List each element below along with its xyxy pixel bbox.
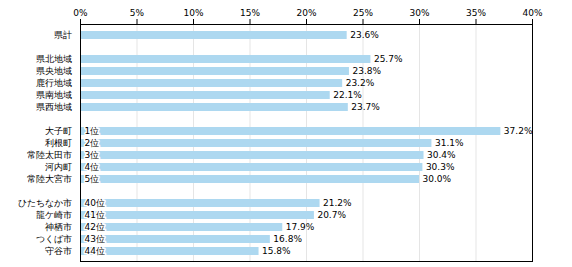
svg-text:鹿行地域: 鹿行地域 xyxy=(36,78,72,88)
svg-text:23.2%: 23.2% xyxy=(346,78,375,88)
svg-text:23.6%: 23.6% xyxy=(350,30,379,40)
svg-text:河内町: 河内町 xyxy=(45,162,72,172)
svg-text:22.1%: 22.1% xyxy=(333,90,362,100)
svg-text:43位: 43位 xyxy=(85,234,105,244)
svg-text:3位: 3位 xyxy=(85,150,100,160)
svg-text:37.2%: 37.2% xyxy=(504,126,533,136)
svg-text:21.2%: 21.2% xyxy=(323,198,352,208)
svg-text:15%: 15% xyxy=(240,8,260,18)
svg-text:4位: 4位 xyxy=(85,162,100,172)
svg-text:30.0%: 30.0% xyxy=(423,174,452,184)
svg-text:25%: 25% xyxy=(353,8,373,18)
svg-text:31.1%: 31.1% xyxy=(435,138,464,148)
svg-text:県西地域: 県西地域 xyxy=(36,102,72,112)
svg-text:1位: 1位 xyxy=(85,126,100,136)
svg-text:10%: 10% xyxy=(183,8,203,18)
svg-text:5%: 5% xyxy=(130,8,145,18)
svg-text:神栖市: 神栖市 xyxy=(45,222,72,232)
svg-text:25.7%: 25.7% xyxy=(374,54,403,64)
svg-text:県北地域: 県北地域 xyxy=(36,54,72,64)
svg-text:2位: 2位 xyxy=(85,138,100,148)
svg-text:30.4%: 30.4% xyxy=(427,150,456,160)
svg-text:23.7%: 23.7% xyxy=(351,102,380,112)
svg-text:龍ケ崎市: 龍ケ崎市 xyxy=(36,210,72,220)
svg-text:15.8%: 15.8% xyxy=(262,246,291,256)
svg-text:つくば市: つくば市 xyxy=(36,234,72,244)
svg-text:44位: 44位 xyxy=(85,246,105,256)
svg-text:17.9%: 17.9% xyxy=(286,222,315,232)
svg-text:常陸太田市: 常陸太田市 xyxy=(27,150,72,160)
svg-text:20%: 20% xyxy=(296,8,316,18)
svg-text:35%: 35% xyxy=(466,8,486,18)
svg-text:ひたちなか市: ひたちなか市 xyxy=(18,198,72,208)
svg-text:40位: 40位 xyxy=(85,198,105,208)
svg-text:23.8%: 23.8% xyxy=(352,66,381,76)
svg-text:20.7%: 20.7% xyxy=(317,210,346,220)
svg-text:41位: 41位 xyxy=(85,210,105,220)
svg-text:県南地域: 県南地域 xyxy=(36,90,72,100)
svg-text:0%: 0% xyxy=(73,8,88,18)
svg-text:常陸大宮市: 常陸大宮市 xyxy=(27,174,72,184)
svg-text:30.3%: 30.3% xyxy=(426,162,455,172)
svg-text:5位: 5位 xyxy=(85,174,100,184)
svg-text:大子町: 大子町 xyxy=(45,126,72,136)
svg-text:40%: 40% xyxy=(522,8,542,18)
svg-text:16.8%: 16.8% xyxy=(273,234,302,244)
svg-text:県央地域: 県央地域 xyxy=(36,66,72,76)
svg-text:42位: 42位 xyxy=(85,222,105,232)
svg-text:県計: 県計 xyxy=(54,30,72,40)
svg-text:守谷市: 守谷市 xyxy=(45,246,72,256)
svg-text:30%: 30% xyxy=(409,8,429,18)
svg-text:利根町: 利根町 xyxy=(45,138,72,148)
